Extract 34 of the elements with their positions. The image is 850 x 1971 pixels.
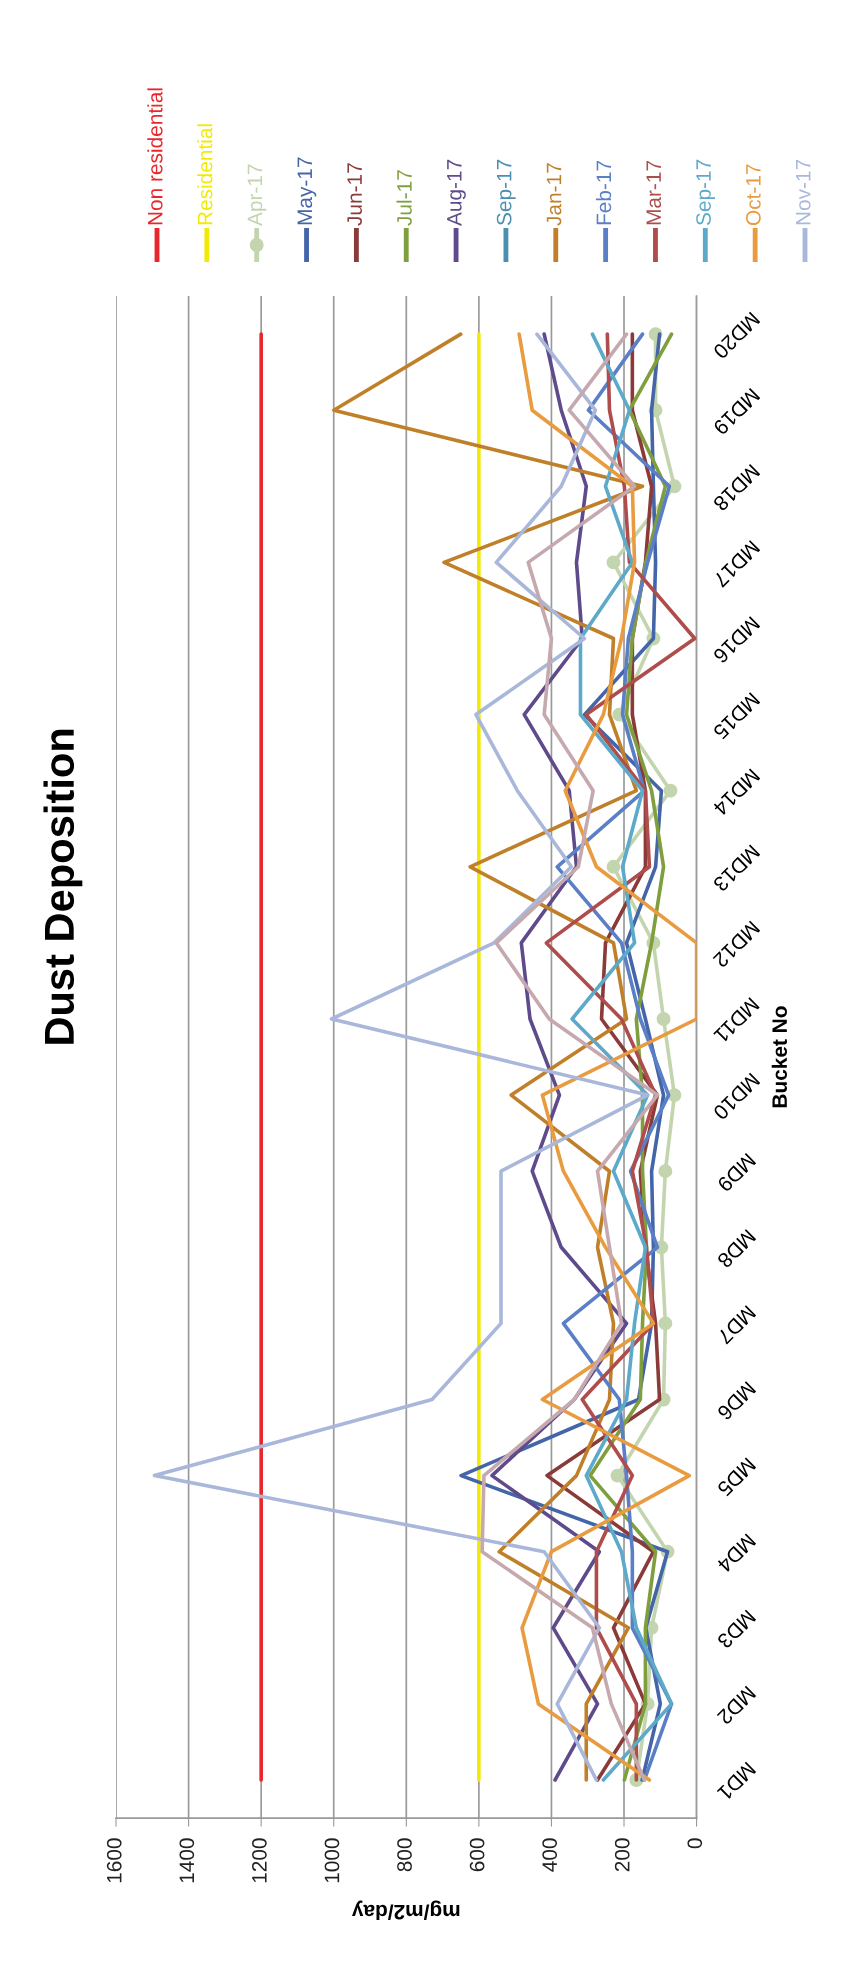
text: May-17	[297, 157, 317, 225]
point	[663, 783, 678, 798]
x-tick-label: 1000	[324, 1838, 340, 1883]
text: Mar-17	[646, 161, 662, 225]
point	[658, 1316, 673, 1331]
x-tick-label: 200	[614, 1838, 630, 1872]
point	[610, 1468, 625, 1483]
text: Apr-17	[247, 164, 267, 226]
text: Non residential	[147, 88, 163, 225]
x-tick-label: 1600	[106, 1838, 122, 1883]
x-axis-title: mg/m2/day	[351, 1900, 460, 1921]
point	[606, 859, 621, 874]
text: Jan-17	[546, 163, 562, 226]
x-tick-label: 1400	[179, 1838, 195, 1883]
point	[667, 1088, 682, 1103]
legend-label: Sep-17	[496, 159, 516, 226]
text: Jun-17	[347, 163, 362, 226]
x-tick-label: 0	[687, 1838, 703, 1849]
text: Sep-17	[696, 159, 716, 226]
text: Aug-17	[447, 159, 466, 226]
text: Dust Deposition	[43, 729, 83, 1044]
point	[656, 1012, 671, 1026]
text: Oct-17	[745, 164, 761, 226]
x-tick-label: 1200	[252, 1838, 267, 1883]
x-tick-label: 800	[397, 1838, 412, 1872]
point	[606, 555, 621, 570]
y-axis-title: Bucket No	[771, 1006, 788, 1108]
text: Jul-17	[396, 170, 412, 226]
text: Feb-17	[595, 161, 612, 225]
point	[658, 1164, 673, 1179]
text: Residential	[197, 124, 213, 225]
x-tick-label: 600	[469, 1838, 485, 1872]
text: Nov-17	[796, 159, 811, 225]
x-tick-label: 400	[542, 1838, 558, 1872]
